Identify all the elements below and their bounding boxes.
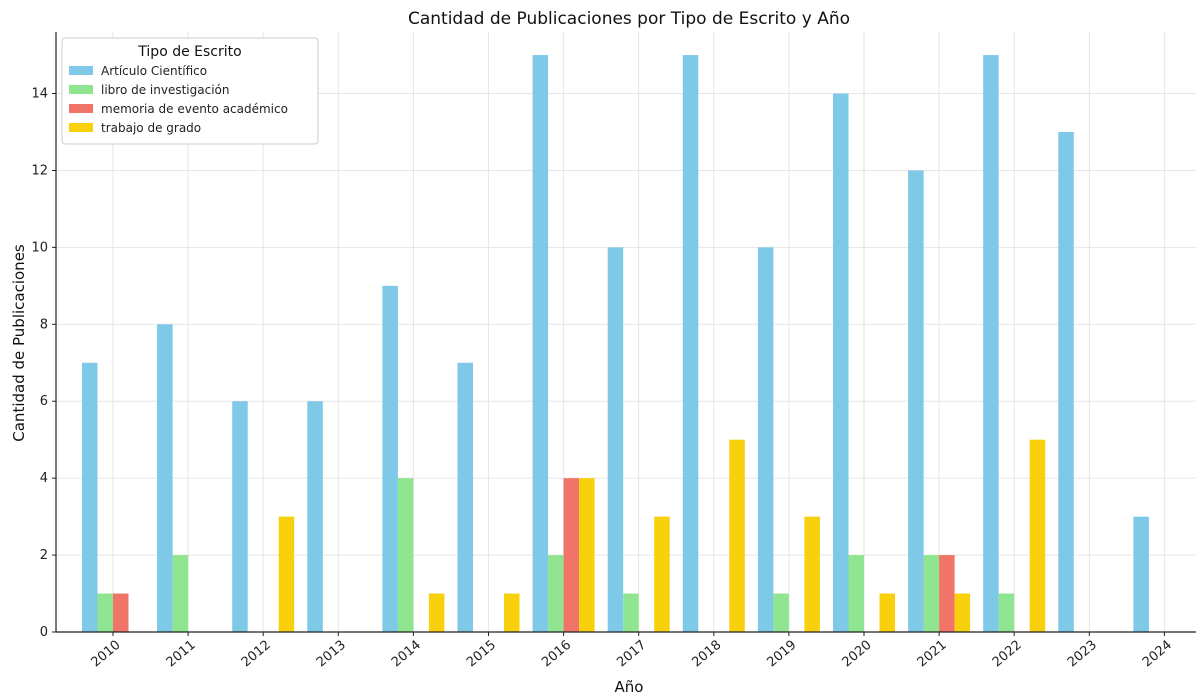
legend-swatch [69,123,93,132]
bar-2017-series-1 [623,593,639,632]
y-tick-label: 4 [40,471,48,486]
legend-label: Artículo Científico [101,64,207,78]
bar-2010-series-1 [97,593,113,632]
bar-2014-series-1 [397,478,414,632]
y-tick-label: 0 [40,625,48,640]
bar-2011-series-0 [157,324,173,632]
bar-2012-series-3 [278,516,295,632]
chart-title: Cantidad de Publicaciones por Tipo de Es… [408,9,850,29]
x-tick-label: 2022 [990,638,1025,671]
x-tick-label: 2011 [164,638,199,671]
bar-2022-series-3 [1029,439,1046,632]
bar-2021-series-3 [954,593,971,632]
x-tick-label: 2019 [764,638,799,671]
bar-2014-series-3 [428,593,445,632]
bar-2024-series-0 [1133,516,1149,632]
bar-2017-series-3 [654,516,670,632]
bar-2012-series-0 [232,401,248,632]
bar-2021-series-2 [939,555,955,632]
legend-swatch [69,104,93,113]
x-tick-label: 2021 [915,638,950,671]
bar-2015-series-0 [457,362,473,632]
x-axis-title: Año [615,678,644,696]
y-tick-label: 2 [40,548,48,563]
bar-2019-series-1 [773,593,789,632]
legend-title: Tipo de Escrito [137,44,241,60]
bar-2016-series-1 [548,555,564,632]
bar-2018-series-0 [682,55,699,633]
bar-2020-series-3 [879,593,895,632]
bar-2020-series-0 [833,93,849,633]
y-tick-label: 12 [31,163,48,178]
bar-2018-series-3 [729,439,745,632]
x-tick-label: 2010 [89,638,124,671]
bar-2011-series-1 [172,555,189,632]
legend-box [61,37,319,145]
bar-2019-series-0 [757,247,774,632]
x-tick-label: 2014 [389,638,424,671]
tick-labels: 0 2 4 6 8 10 12 14 2010 2011 2012 2013 2014 2015 2016 2… [31,87,1175,671]
bar-2016-series-0 [532,55,549,633]
x-tick-label: 2012 [239,638,274,671]
legend: Tipo de Escrito Artículo Científico libro… [61,37,319,145]
legend-label: libro de investigación [101,83,230,97]
legend-items: Artículo Científico libro de investigació… [69,64,288,135]
y-tick-label: 14 [31,87,48,102]
legend-label: memoria de evento académico [101,102,288,116]
bar-2017-series-0 [607,247,624,632]
x-tick-label: 2015 [464,638,499,671]
y-tick-label: 6 [40,394,48,409]
bar-2020-series-1 [848,555,864,632]
x-tick-label: 2017 [614,638,649,671]
legend-swatch [69,85,93,94]
bar-2016-series-2 [563,478,580,632]
bar-2015-series-3 [504,593,520,632]
x-tick-label: 2018 [689,638,724,671]
x-tick-label: 2013 [314,638,349,671]
axes [52,32,1196,636]
y-tick-label: 10 [31,240,48,255]
bar-2021-series-1 [923,555,940,632]
bar-2016-series-3 [579,478,595,632]
x-tick-label: 2023 [1065,638,1100,671]
bar-2021-series-0 [908,170,924,632]
bar-2010-series-0 [82,362,98,632]
bar-2022-series-1 [998,593,1015,632]
bar-2019-series-3 [804,516,820,632]
x-tick-label: 2016 [539,638,574,671]
legend-label: trabajo de grado [101,121,201,135]
x-tick-label: 2020 [840,638,875,671]
bar-2013-series-0 [307,401,323,632]
y-axis-title: Cantidad de Publicaciones [10,244,28,442]
bar-2010-series-2 [113,593,129,632]
bar-2023-series-0 [1058,132,1074,632]
bar-2022-series-0 [983,55,999,633]
bar-2014-series-0 [382,285,398,632]
legend-swatch [69,66,93,75]
x-tick-label: 2024 [1140,638,1175,671]
bars [82,55,1149,633]
y-tick-label: 8 [40,317,48,332]
